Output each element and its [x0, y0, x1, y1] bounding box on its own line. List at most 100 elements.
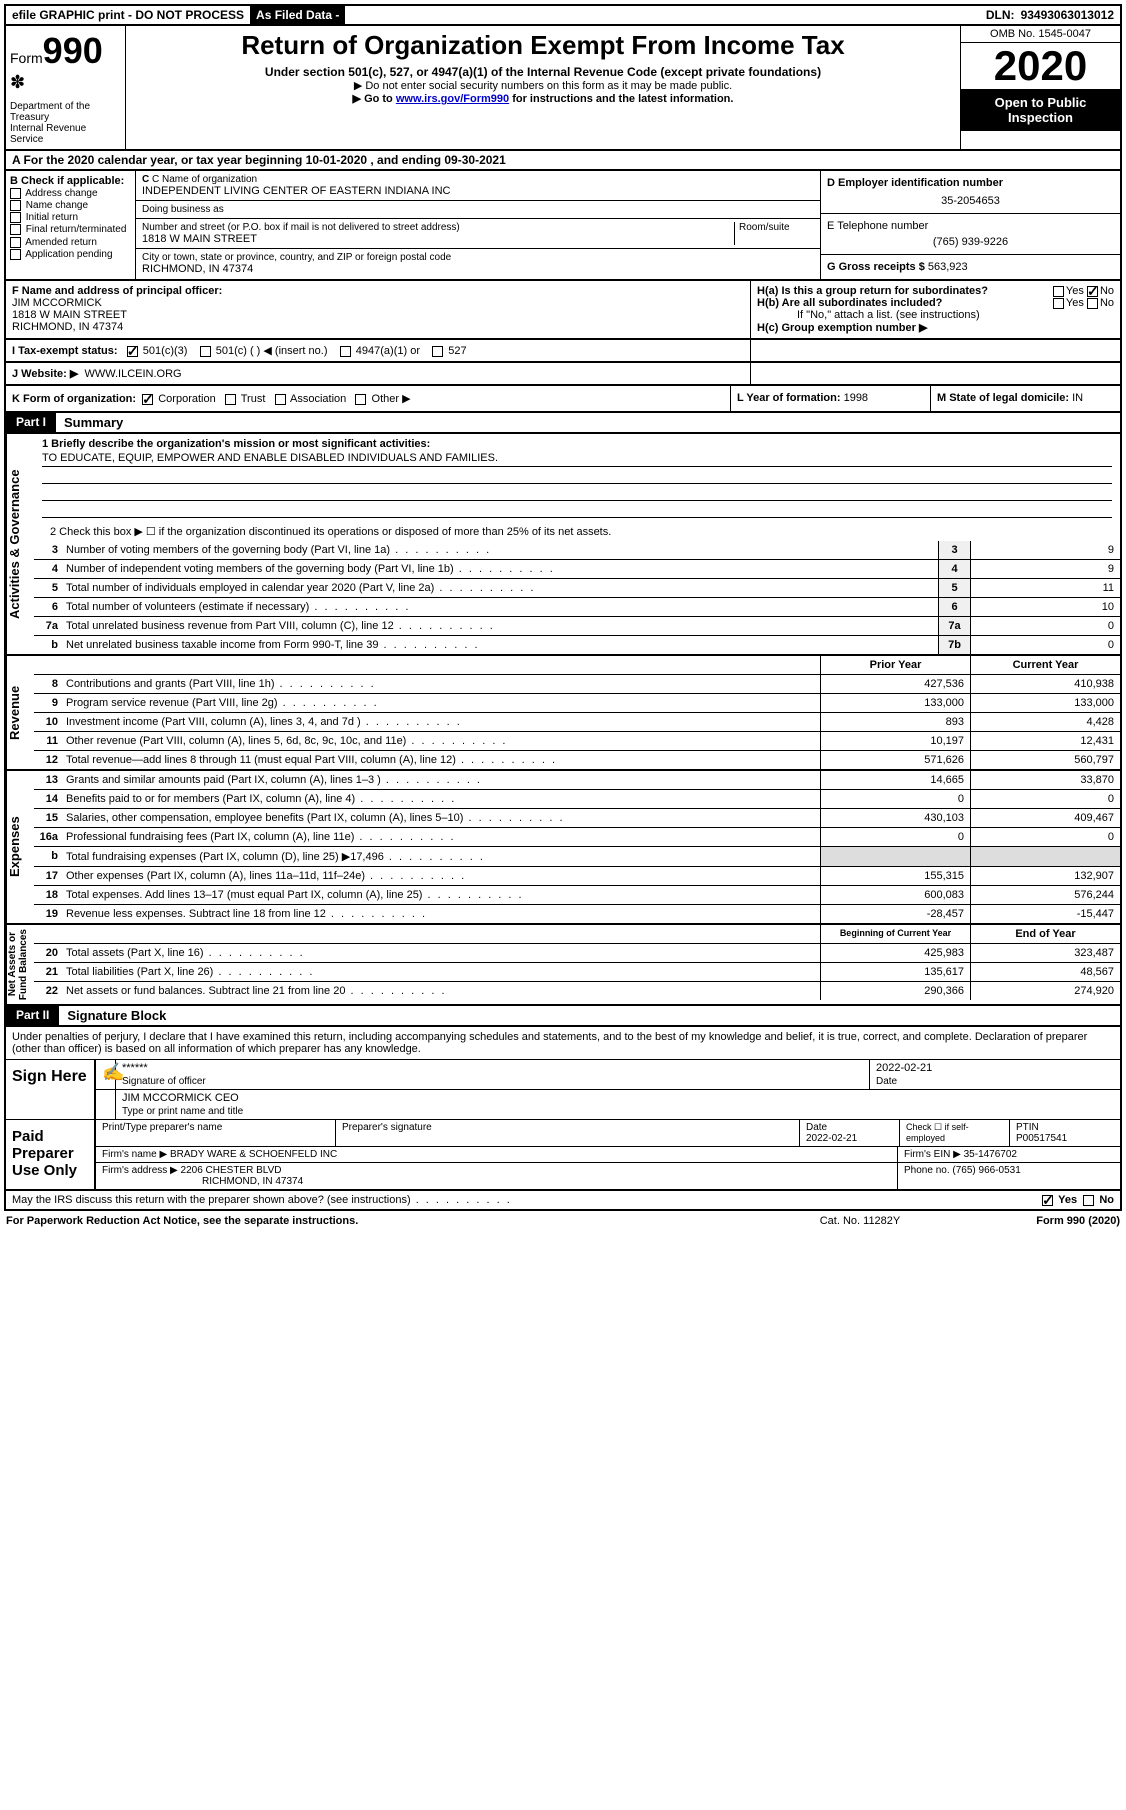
governance-section: Activities & Governance 1 Briefly descri… — [4, 434, 1122, 656]
data-line: 19Revenue less expenses. Subtract line 1… — [34, 905, 1120, 923]
website-note: ▶ Go to www.irs.gov/Form990 for instruct… — [134, 92, 952, 105]
revenue-col-headers: Prior Year Current Year — [34, 656, 1120, 675]
header-middle: Return of Organization Exempt From Incom… — [126, 26, 960, 149]
firm-phone: (765) 966-0531 — [952, 1165, 1020, 1176]
mission-text: TO EDUCATE, EQUIP, EMPOWER AND ENABLE DI… — [42, 450, 1112, 467]
gov-line: 3Number of voting members of the governi… — [34, 541, 1120, 560]
paid-preparer-label: Paid Preparer Use Only — [6, 1120, 96, 1189]
part1-header: Part I Summary — [4, 413, 1122, 434]
data-line: 8Contributions and grants (Part VIII, li… — [34, 675, 1120, 694]
part2-header: Part II Signature Block — [4, 1006, 1122, 1027]
net-assets-section: Net Assets or Fund Balances Beginning of… — [4, 925, 1122, 1006]
paid-preparer-row: Paid Preparer Use Only Print/Type prepar… — [6, 1120, 1120, 1189]
sign-date: 2022-02-21 — [876, 1062, 1114, 1076]
form-header: Form990 ✽ Department of the Treasury Int… — [4, 26, 1122, 151]
revenue-section: Revenue Prior Year Current Year 8Contrib… — [4, 656, 1122, 771]
cb-address-change[interactable]: Address change — [10, 188, 131, 199]
officer-addr2: RICHMOND, IN 47374 — [12, 321, 744, 333]
part2-title: Signature Block — [59, 1006, 174, 1025]
header-right: OMB No. 1545-0047 2020 Open to Public In… — [960, 26, 1120, 149]
cb-4947[interactable] — [340, 346, 351, 357]
public-inspection: Open to Public Inspection — [961, 89, 1120, 131]
data-line: 14Benefits paid to or for members (Part … — [34, 790, 1120, 809]
firm-addr2: RICHMOND, IN 47374 — [102, 1176, 891, 1187]
website-value: WWW.ILCEIN.ORG — [84, 368, 181, 380]
gov-line: 7aTotal unrelated business revenue from … — [34, 617, 1120, 636]
gross-receipts-row: G Gross receipts $ 563,923 — [821, 255, 1120, 279]
data-line: 21Total liabilities (Part X, line 26)135… — [34, 963, 1120, 982]
form-label: Form — [10, 50, 43, 66]
cb-application-pending[interactable]: Application pending — [10, 249, 131, 260]
org-name: INDEPENDENT LIVING CENTER OF EASTERN IND… — [142, 185, 814, 197]
cb-initial-return[interactable]: Initial return — [10, 212, 131, 223]
omb-number: OMB No. 1545-0047 — [961, 26, 1120, 43]
ein-value: 35-2054653 — [827, 195, 1114, 207]
dept-treasury: Department of the Treasury Internal Reve… — [10, 101, 121, 145]
cb-501c3[interactable] — [127, 346, 138, 357]
b-title: B Check if applicable: — [10, 175, 131, 187]
cb-501c[interactable] — [200, 346, 211, 357]
net-col-headers: Beginning of Current Year End of Year — [34, 925, 1120, 944]
vtab-net-assets: Net Assets or Fund Balances — [6, 925, 34, 1004]
officer-printed-name: JIM MCCORMICK CEO — [122, 1092, 1114, 1106]
street-value: 1818 W MAIN STREET — [142, 233, 734, 245]
gross-receipts-value: 563,923 — [928, 261, 968, 273]
block-fh: F Name and address of principal officer:… — [4, 281, 1122, 340]
officer-signature: ****** — [122, 1062, 863, 1076]
vtab-revenue: Revenue — [6, 656, 34, 769]
data-line: bTotal fundraising expenses (Part IX, co… — [34, 847, 1120, 867]
officer-name: JIM MCCORMICK — [12, 297, 744, 309]
cb-corporation[interactable] — [142, 394, 153, 405]
irs-link[interactable]: www.irs.gov/Form990 — [396, 93, 509, 105]
form-number: Form990 — [10, 30, 121, 72]
firm-ein: 35-1476702 — [964, 1149, 1017, 1160]
row-i-tax-status: I Tax-exempt status: 501(c)(3) 501(c) ( … — [4, 340, 1122, 363]
cb-527[interactable] — [432, 346, 443, 357]
group-return: H(a) Is this a group return for subordin… — [750, 281, 1120, 338]
firm-name: BRADY WARE & SCHOENFELD INC — [170, 1149, 337, 1160]
form-990: 990 — [43, 30, 103, 71]
prep-date: 2022-02-21 — [806, 1133, 893, 1144]
cb-other[interactable] — [355, 394, 366, 405]
data-line: 11Other revenue (Part VIII, column (A), … — [34, 732, 1120, 751]
cb-final-return[interactable]: Final return/terminated — [10, 224, 131, 235]
data-line: 17Other expenses (Part IX, column (A), l… — [34, 867, 1120, 886]
column-b: B Check if applicable: Address change Na… — [6, 171, 136, 279]
form-title: Return of Organization Exempt From Incom… — [134, 30, 952, 61]
paperwork-notice: For Paperwork Reduction Act Notice, see … — [6, 1215, 760, 1227]
form-ref: Form 990 (2020) — [960, 1215, 1120, 1227]
row-a-tax-year: A For the 2020 calendar year, or tax yea… — [4, 151, 1122, 171]
sign-here-label: Sign Here — [6, 1060, 96, 1119]
data-line: 13Grants and similar amounts paid (Part … — [34, 771, 1120, 790]
efile-notice: efile GRAPHIC print - DO NOT PROCESS — [6, 6, 250, 24]
column-de: D Employer identification number 35-2054… — [820, 171, 1120, 279]
irs-logo-icon: ✽ — [10, 72, 121, 93]
as-filed-label: As Filed Data - — [250, 6, 345, 24]
cb-association[interactable] — [275, 394, 286, 405]
street-row: Number and street (or P.O. box if mail i… — [136, 219, 820, 249]
data-line: 22Net assets or fund balances. Subtract … — [34, 982, 1120, 1000]
phone-row: E Telephone number (765) 939-9226 — [821, 214, 1120, 255]
ssn-note: ▶ Do not enter social security numbers o… — [134, 79, 952, 92]
city-value: RICHMOND, IN 47374 — [142, 263, 814, 275]
data-line: 9Program service revenue (Part VIII, lin… — [34, 694, 1120, 713]
data-line: 18Total expenses. Add lines 13–17 (must … — [34, 886, 1120, 905]
part2-num: Part II — [6, 1006, 59, 1025]
cb-name-change[interactable]: Name change — [10, 200, 131, 211]
state-domicile: IN — [1072, 392, 1083, 404]
officer-addr1: 1818 W MAIN STREET — [12, 309, 744, 321]
year-formation: 1998 — [844, 392, 868, 404]
data-line: 10Investment income (Part VIII, column (… — [34, 713, 1120, 732]
phone-value: (765) 939-9226 — [827, 236, 1114, 248]
cb-trust[interactable] — [225, 394, 236, 405]
data-line: 16aProfessional fundraising fees (Part I… — [34, 828, 1120, 847]
signature-block: Under penalties of perjury, I declare th… — [4, 1027, 1122, 1191]
block-bcdeg: B Check if applicable: Address change Na… — [4, 171, 1122, 281]
top-bar: efile GRAPHIC print - DO NOT PROCESS As … — [4, 4, 1122, 26]
cb-discuss-yes[interactable] — [1042, 1195, 1053, 1206]
perjury-text: Under penalties of perjury, I declare th… — [6, 1027, 1120, 1060]
cb-amended-return[interactable]: Amended return — [10, 237, 131, 248]
header-left: Form990 ✽ Department of the Treasury Int… — [6, 26, 126, 149]
cb-discuss-no[interactable] — [1083, 1195, 1094, 1206]
discuss-row: May the IRS discuss this return with the… — [4, 1191, 1122, 1211]
